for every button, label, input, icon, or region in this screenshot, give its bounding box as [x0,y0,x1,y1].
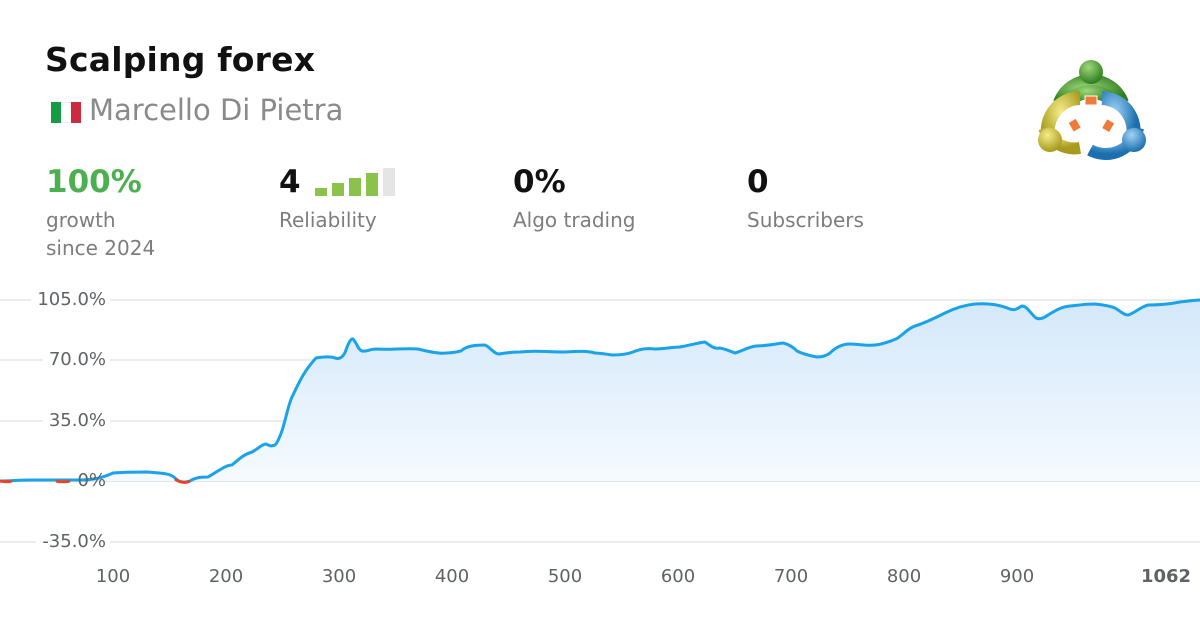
x-tick-200: 200 [208,566,244,587]
negative-segments [0,477,191,484]
y-tick-70: 70.0% [42,350,110,370]
growth-line [0,298,1200,484]
growth-label-line2: since 2024 [46,236,156,260]
x-tick-100: 100 [95,566,131,587]
x-tick-900: 900 [999,566,1035,587]
subscribers-value: 0 [747,164,769,200]
y-tick-105: 105.0% [31,290,110,310]
page-title: Scalping forex [45,40,316,79]
algo-trading-value: 0% [513,164,566,200]
stat-reliability: 4 Reliability [279,162,400,234]
author-name[interactable]: Marcello Di Pietra [89,93,344,127]
x-tick-400: 400 [434,566,470,587]
algo-trading-label: Algo trading [513,208,636,232]
subscribers-label: Subscribers [747,208,864,232]
stat-growth: 100% growth since 2024 [46,162,155,262]
growth-label: growth since 2024 [46,206,155,262]
x-tick-700: 700 [773,566,809,587]
growth-chart [0,298,1200,543]
reliability-value: 4 [279,164,301,200]
metatrader-logo-icon [1038,60,1146,160]
x-tick-600: 600 [660,566,696,587]
x-tick-1062: 1062 [1140,566,1192,587]
reliability-value-row: 4 [279,162,400,202]
italy-flag-icon [51,101,81,123]
y-tick-0: 0% [77,470,106,491]
reliability-label: Reliability [279,208,377,232]
growth-value: 100% [46,164,142,200]
author: Marcello Di Pietra [51,93,343,127]
stat-subscribers: 0 Subscribers [747,162,864,234]
x-tick-800: 800 [886,566,922,587]
y-tick-minus-35: -35.0% [36,532,110,552]
growth-label-line1: growth [46,208,116,232]
stat-algo-trading: 0% Algo trading [513,162,635,234]
x-tick-500: 500 [547,566,583,587]
reliability-bars-icon [314,166,400,196]
y-tick-35: 35.0% [42,411,110,431]
x-tick-300: 300 [321,566,357,587]
growth-area [0,300,1200,483]
